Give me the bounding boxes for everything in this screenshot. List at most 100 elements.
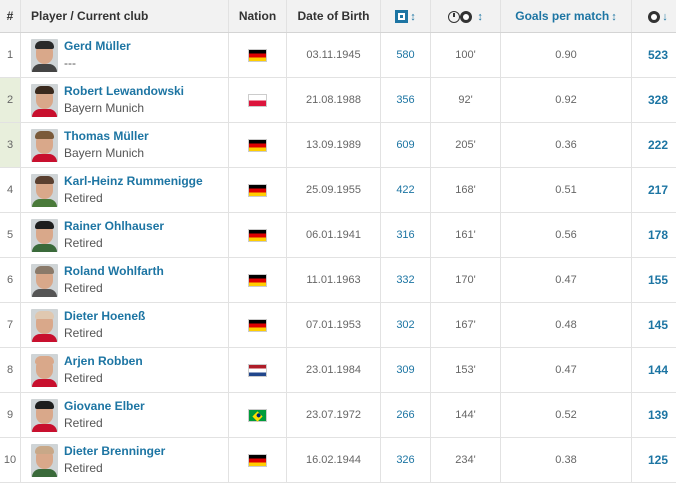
current-club: Retired xyxy=(64,235,164,252)
goals-link[interactable]: 523 xyxy=(648,48,668,62)
nation-cell xyxy=(229,168,287,213)
goals-per-match-cell: 0.52 xyxy=(501,393,632,438)
dob-cell: 06.01.1941 xyxy=(287,213,381,258)
sort-down-icon: ↓ xyxy=(662,11,668,23)
table-row: 7 Dieter Hoeneß Retired 07.01.1953 302 1… xyxy=(0,303,676,348)
player-name-link[interactable]: Arjen Robben xyxy=(64,353,143,370)
appearances-cell: 332 xyxy=(381,258,431,303)
player-header: Player / Current club xyxy=(21,0,229,33)
player-photo[interactable] xyxy=(31,84,58,117)
current-club: Bayern Munich xyxy=(64,145,149,162)
goals-per-match-cell: 0.36 xyxy=(501,123,632,168)
dob-cell: 23.01.1984 xyxy=(287,348,381,393)
appearances-link[interactable]: 609 xyxy=(396,139,414,151)
nation-cell xyxy=(229,33,287,78)
table-row: 9 Giovane Elber Retired 23.07.1972 266 1… xyxy=(0,393,676,438)
goals-link[interactable]: 222 xyxy=(648,138,668,152)
goals-link[interactable]: 155 xyxy=(648,273,668,287)
player-photo[interactable] xyxy=(31,39,58,72)
goals-per-match-header[interactable]: Goals per match↕ xyxy=(501,0,632,33)
appearances-link[interactable]: 316 xyxy=(396,229,414,241)
current-club: Retired xyxy=(64,190,203,207)
player-name-link[interactable]: Gerd Müller xyxy=(64,38,131,55)
goals-per-match-cell: 0.90 xyxy=(501,33,632,78)
flag-icon xyxy=(248,49,267,62)
minutes-per-goal-cell: 205' xyxy=(431,123,501,168)
player-photo[interactable] xyxy=(31,264,58,297)
appearances-icon xyxy=(395,10,408,23)
rank-cell: 1 xyxy=(0,33,21,78)
current-club: Retired xyxy=(64,370,143,387)
player-photo[interactable] xyxy=(31,174,58,207)
appearances-header[interactable]: ↕ xyxy=(381,0,431,33)
goals-per-match-cell: 0.47 xyxy=(501,258,632,303)
current-club: --- xyxy=(64,55,131,72)
player-photo[interactable] xyxy=(31,219,58,252)
rank-cell: 9 xyxy=(0,393,21,438)
player-name-link[interactable]: Robert Lewandowski xyxy=(64,83,184,100)
player-name-link[interactable]: Dieter Brenninger xyxy=(64,443,165,460)
player-cell: Gerd Müller --- xyxy=(21,33,229,78)
appearances-link[interactable]: 326 xyxy=(396,454,414,466)
minutes-per-goal-cell: 92' xyxy=(431,78,501,123)
player-photo[interactable] xyxy=(31,444,58,477)
flag-icon xyxy=(248,454,267,467)
goals-cell: 222 xyxy=(632,123,676,168)
player-photo[interactable] xyxy=(31,129,58,162)
dob-cell: 25.09.1955 xyxy=(287,168,381,213)
table-row: 2 Robert Lewandowski Bayern Munich 21.08… xyxy=(0,78,676,123)
rank-cell: 7 xyxy=(0,303,21,348)
rank-cell: 8 xyxy=(0,348,21,393)
appearances-link[interactable]: 332 xyxy=(396,274,414,286)
player-name-link[interactable]: Dieter Hoeneß xyxy=(64,308,145,325)
current-club: Retired xyxy=(64,325,145,342)
appearances-link[interactable]: 266 xyxy=(396,409,414,421)
rank-cell: 6 xyxy=(0,258,21,303)
minutes-per-goal-header[interactable]: ↕ xyxy=(431,0,501,33)
player-photo[interactable] xyxy=(31,399,58,432)
appearances-link[interactable]: 356 xyxy=(396,94,414,106)
goals-per-match-cell: 0.38 xyxy=(501,438,632,483)
appearances-link[interactable]: 309 xyxy=(396,364,414,376)
goals-cell: 125 xyxy=(632,438,676,483)
rank-cell: 10 xyxy=(0,438,21,483)
player-name-link[interactable]: Thomas Müller xyxy=(64,128,149,145)
goals-link[interactable]: 125 xyxy=(648,453,668,467)
player-photo[interactable] xyxy=(31,354,58,387)
player-name-link[interactable]: Giovane Elber xyxy=(64,398,145,415)
nation-header: Nation xyxy=(229,0,287,33)
dob-cell: 23.07.1972 xyxy=(287,393,381,438)
player-cell: Thomas Müller Bayern Munich xyxy=(21,123,229,168)
goals-link[interactable]: 139 xyxy=(648,408,668,422)
goals-per-match-cell: 0.92 xyxy=(501,78,632,123)
goals-header[interactable]: ↓ xyxy=(632,0,676,33)
table-row: 4 Karl-Heinz Rummenigge Retired 25.09.19… xyxy=(0,168,676,213)
goals-cell: 144 xyxy=(632,348,676,393)
goals-link[interactable]: 144 xyxy=(648,363,668,377)
rank-header: # xyxy=(0,0,21,33)
rank-cell: 4 xyxy=(0,168,21,213)
table-row: 8 Arjen Robben Retired 23.01.1984 309 15… xyxy=(0,348,676,393)
appearances-link[interactable]: 422 xyxy=(396,184,414,196)
dob-header: Date of Birth xyxy=(287,0,381,33)
appearances-link[interactable]: 302 xyxy=(396,319,414,331)
nation-cell xyxy=(229,393,287,438)
appearances-link[interactable]: 580 xyxy=(396,49,414,61)
current-club: Retired xyxy=(64,460,165,477)
player-name-link[interactable]: Karl-Heinz Rummenigge xyxy=(64,173,203,190)
nation-cell xyxy=(229,78,287,123)
clock-icon xyxy=(448,11,460,23)
goals-cell: 523 xyxy=(632,33,676,78)
table-row: 5 Rainer Ohlhauser Retired 06.01.1941 31… xyxy=(0,213,676,258)
minutes-per-goal-cell: 161' xyxy=(431,213,501,258)
goals-link[interactable]: 145 xyxy=(648,318,668,332)
minutes-per-goal-cell: 168' xyxy=(431,168,501,213)
goals-link[interactable]: 328 xyxy=(648,93,668,107)
player-name-link[interactable]: Roland Wohlfarth xyxy=(64,263,164,280)
goals-link[interactable]: 178 xyxy=(648,228,668,242)
player-cell: Robert Lewandowski Bayern Munich xyxy=(21,78,229,123)
goals-link[interactable]: 217 xyxy=(648,183,668,197)
player-name-link[interactable]: Rainer Ohlhauser xyxy=(64,218,164,235)
player-photo[interactable] xyxy=(31,309,58,342)
